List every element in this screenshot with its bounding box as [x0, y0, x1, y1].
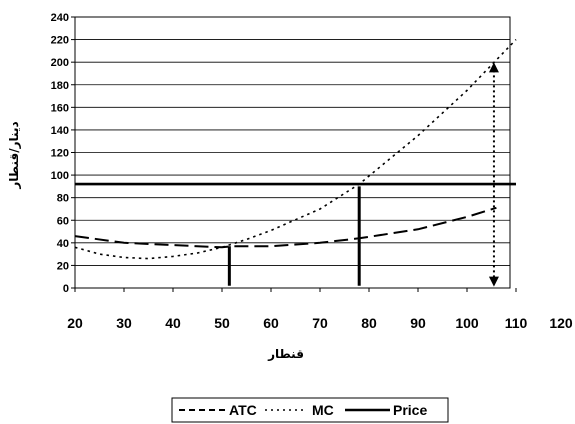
annotations	[227, 62, 499, 287]
y-tick-label: 60	[57, 215, 69, 227]
x-tick-label: 20	[67, 315, 83, 331]
legend-label-mc: MC	[312, 402, 334, 418]
y-tick-label: 140	[51, 125, 69, 137]
y-tick-label: 100	[51, 170, 69, 182]
y-tick-label: 200	[51, 57, 69, 69]
x-tick-label: 30	[116, 315, 132, 331]
x-tick-label: 60	[263, 315, 279, 331]
x-tick-label: 80	[361, 315, 377, 331]
y-tick-label: 0	[63, 283, 69, 295]
y-tick-label: 80	[57, 193, 69, 205]
y-tick-label: 160	[51, 102, 69, 114]
y-tick-label: 220	[51, 35, 69, 47]
x-axis-ticks: 20 30 40 50 60 70 80 90 100 110 120	[67, 288, 573, 331]
profit-arrow-head-up	[488, 62, 499, 73]
x-tick-label: 50	[214, 315, 230, 331]
legend-box	[171, 397, 449, 423]
series-line-mc	[74, 39, 517, 260]
y-tick-label: 120	[51, 148, 69, 160]
x-tick-label: 70	[312, 315, 328, 331]
x-tick-label: 120	[549, 315, 573, 331]
x-axis-title: قنطار	[267, 347, 304, 361]
x-tick-label: 110	[505, 315, 528, 331]
legend: ATC MC Price	[171, 397, 449, 423]
y-tick-label: 180	[51, 80, 69, 92]
x-tick-label: 40	[165, 315, 181, 331]
y-tick-label: 40	[57, 238, 69, 250]
y-tick-label: 240	[51, 12, 69, 24]
gridlines	[75, 16, 510, 266]
legend-label-price: Price	[393, 402, 427, 418]
x-tick-label: 100	[455, 315, 479, 331]
y-axis-ticks: 0 20 40 60 80 100 120 140 160 180 200 220 240	[51, 12, 75, 295]
y-axis-title: دينار/قنطار	[7, 121, 21, 189]
series-layer	[74, 39, 517, 260]
series-line-atc	[74, 206, 497, 249]
x-tick-label: 90	[410, 315, 426, 331]
profit-arrow-head-down	[488, 276, 499, 287]
y-tick-label: 20	[57, 260, 69, 272]
legend-label-atc: ATC	[229, 402, 257, 418]
